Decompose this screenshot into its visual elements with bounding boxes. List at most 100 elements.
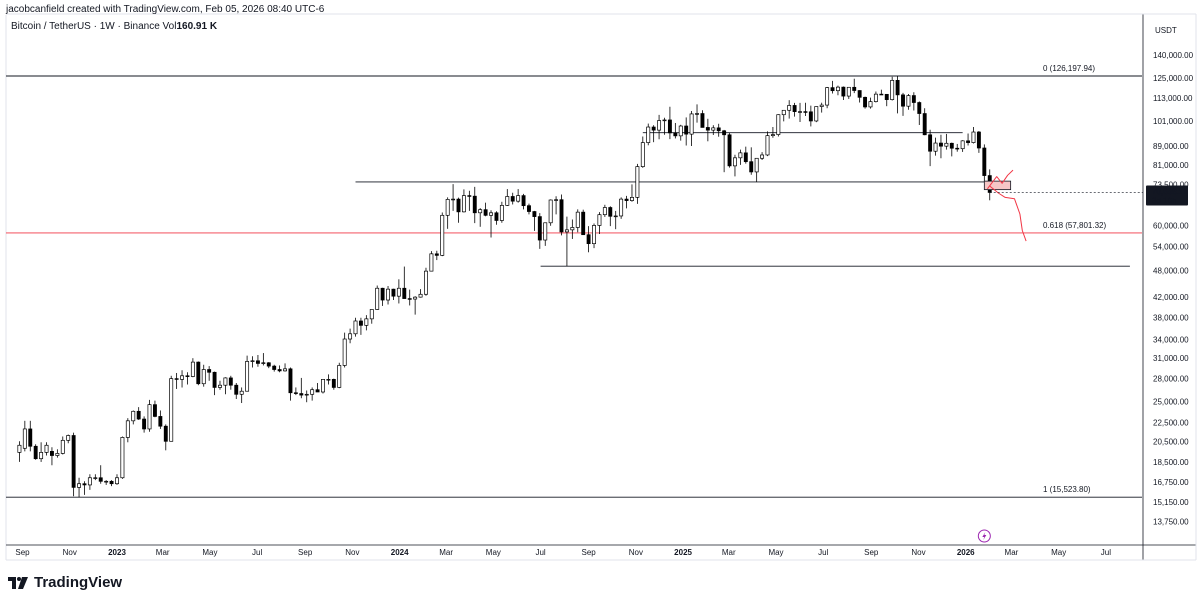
candle-body	[581, 211, 586, 236]
candle-body	[163, 425, 168, 442]
time-tick-label: 2024	[391, 548, 409, 557]
time-tick-label: Sep	[581, 548, 596, 557]
candle-body	[879, 93, 884, 96]
candle-body	[49, 451, 54, 456]
candle-body	[201, 369, 206, 385]
price-tick-label: 34,000.00	[1153, 336, 1189, 345]
candle-body	[326, 379, 331, 381]
time-tick-label: Sep	[864, 548, 879, 557]
candle-body	[564, 229, 569, 233]
candle-body	[895, 79, 900, 96]
tradingview-brand[interactable]: TradingView	[8, 574, 122, 591]
price-tick-label: 89,000.00	[1153, 142, 1189, 151]
time-tick-label: Nov	[911, 548, 925, 557]
candle-body	[846, 86, 851, 97]
candle-body	[933, 142, 938, 152]
last-price-countdown: 3d 10h	[1152, 196, 1176, 205]
candles	[17, 75, 992, 498]
price-tick-label: 60,000.00	[1153, 221, 1189, 230]
candle-body	[120, 437, 125, 479]
candle-body	[304, 393, 309, 396]
candle-body	[884, 93, 889, 100]
candle-body	[185, 375, 190, 377]
candle-body	[28, 428, 33, 447]
candle-body	[87, 477, 92, 486]
candle-body	[976, 131, 981, 149]
candle-body	[646, 126, 651, 143]
candle-body	[543, 222, 548, 241]
candle-body	[489, 212, 493, 216]
candle-body	[624, 198, 629, 201]
candle-body	[949, 142, 954, 149]
candle-body	[738, 152, 743, 159]
candle-body	[321, 379, 325, 393]
candle-body	[93, 477, 98, 479]
candle-body	[196, 361, 201, 385]
candle-body	[288, 368, 293, 394]
candle-body	[532, 211, 537, 217]
candle-body	[331, 379, 336, 388]
candle-body	[174, 378, 179, 380]
candle-body	[770, 134, 775, 136]
projection-path-down	[989, 185, 1027, 242]
candle-body	[830, 87, 835, 92]
fib-level-label-0: 0 (126,197.94)	[1043, 64, 1095, 73]
candle-body	[776, 114, 781, 135]
candle-body	[808, 111, 813, 122]
candle-body	[613, 215, 618, 218]
candle-body	[527, 205, 531, 212]
candle-body	[461, 195, 466, 213]
price-tick-label: 25,000.00	[1153, 397, 1189, 406]
candle-body	[765, 135, 770, 156]
candle-body	[369, 309, 374, 320]
candle-body	[299, 393, 304, 396]
candle-body	[434, 253, 439, 256]
candle-body	[505, 196, 510, 206]
price-axis[interactable]: 140,000.00 125,000.00 113,000.00 101,000.00…	[989, 26, 1194, 527]
candle-body	[722, 130, 727, 136]
candle-body	[695, 113, 699, 115]
symbol-name: Bitcoin / TetherUS · 1W · Binance	[11, 21, 160, 32]
candle-body	[44, 444, 49, 453]
candle-body	[716, 127, 721, 132]
candle-body	[109, 480, 114, 485]
candle-body	[424, 270, 428, 295]
candle-body	[17, 444, 22, 453]
candle-body	[678, 125, 683, 137]
price-tick-label: 125,000.00	[1153, 74, 1194, 83]
candle-body	[266, 362, 271, 367]
candle-body	[852, 86, 857, 91]
candle-body	[825, 87, 830, 106]
price-tick-label: 54,000.00	[1153, 243, 1189, 252]
candle-body	[310, 389, 315, 395]
candle-body	[592, 225, 596, 245]
time-axis[interactable]: Sep Nov 2023 Mar May Jul Sep Nov 2024 Mar May Jul Se…	[15, 548, 1111, 557]
time-tick-label: May	[1051, 548, 1066, 557]
last-price-tag	[1146, 185, 1188, 206]
annotations	[977, 169, 1027, 543]
candle-body	[700, 113, 705, 128]
candle-body	[906, 95, 911, 107]
candle-body	[982, 147, 987, 176]
candle-body	[223, 377, 228, 386]
volume-value: 160.91 K	[176, 21, 218, 32]
candle-body	[33, 445, 38, 460]
candle-body	[971, 131, 976, 143]
candle-body	[483, 209, 488, 216]
lightning-bolt-glyph	[982, 532, 987, 540]
price-tick-label: 38,000.00	[1153, 313, 1189, 322]
candle-body	[337, 365, 342, 388]
candle-body	[841, 86, 846, 97]
candle-body	[60, 439, 65, 454]
candle-body	[207, 369, 212, 373]
time-tick-label: Sep	[15, 548, 30, 557]
candle-body	[803, 111, 808, 113]
candle-body	[922, 113, 927, 136]
drawn-lines: 0 (126,197.94) 0.618 (57,801.32) 1 (15,523…	[6, 64, 1142, 498]
candle-body	[22, 428, 27, 449]
fib-level-label-0.618: 0.618 (57,801.32)	[1043, 221, 1106, 230]
candle-body	[684, 125, 689, 135]
time-tick-label: Jul	[818, 548, 828, 557]
